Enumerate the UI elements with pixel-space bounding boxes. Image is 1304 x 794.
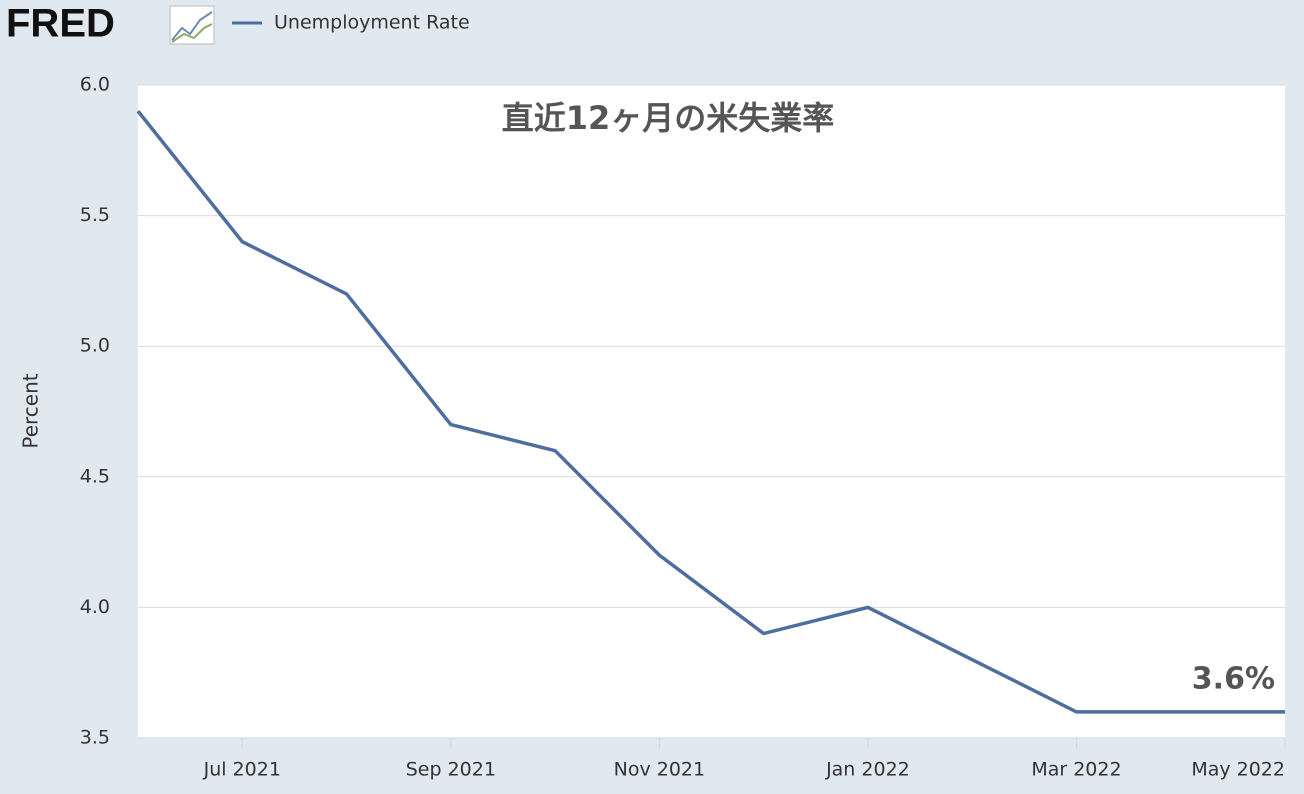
logo-icon [169,5,215,45]
y-axis-label: Percent [19,373,43,448]
y-tick-label: 5.5 [80,204,110,226]
x-tick-label: Jul 2021 [203,759,281,781]
value-label: 3.6% [1192,661,1275,696]
legend-label: Unemployment Rate [274,12,470,34]
x-tick-label: Jan 2022 [825,759,910,781]
x-tick-label: May 2022 [1191,759,1285,781]
x-tick-label: Mar 2022 [1031,759,1121,781]
y-tick-label: 4.5 [80,465,110,487]
plot-area [138,85,1285,738]
logo: FRED [6,2,115,46]
y-tick-label: 6.0 [80,74,110,96]
x-tick-label: Nov 2021 [614,759,705,781]
x-tick-label: Sep 2021 [406,759,496,781]
y-tick-label: 5.0 [80,335,110,357]
y-tick-label: 4.0 [80,596,110,618]
y-tick-label: 3.5 [80,727,110,749]
chart-title: 直近12ヶ月の米失業率 [502,99,835,137]
data-line [136,110,1285,714]
